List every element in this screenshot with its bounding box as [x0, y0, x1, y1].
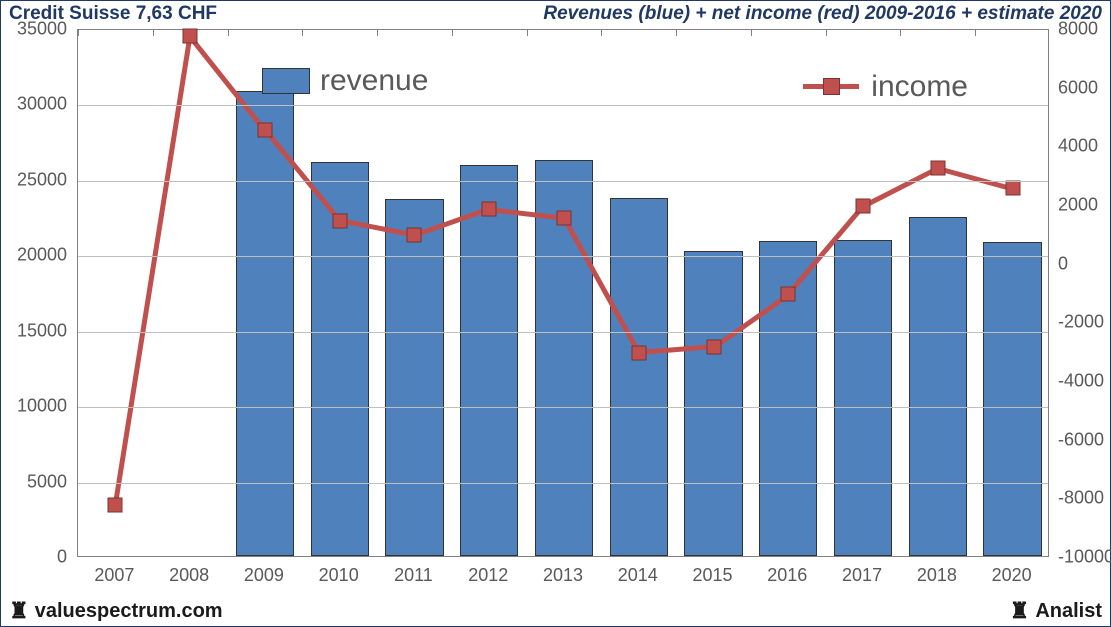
ytick-left: 15000	[17, 320, 67, 341]
legend-income-icon	[803, 79, 859, 95]
xtick-mark	[975, 30, 976, 36]
xtick-mark	[751, 30, 752, 36]
ytick-left: 30000	[17, 94, 67, 115]
gridline	[78, 181, 1048, 182]
ytick-right: 4000	[1058, 136, 1098, 157]
legend-revenue: revenue	[262, 64, 428, 98]
ytick-right: -2000	[1058, 312, 1104, 333]
income-line-segment	[787, 205, 865, 296]
income-line-segment	[639, 345, 714, 355]
ytick-right: -10000	[1058, 547, 1111, 568]
xtick: 2017	[842, 565, 882, 586]
ytick-right: -6000	[1058, 429, 1104, 450]
xtick-mark	[228, 30, 229, 36]
footer-right: ♜ Analist	[1010, 600, 1102, 623]
income-marker	[183, 28, 198, 43]
xtick-mark	[78, 30, 79, 36]
ytick-right: 8000	[1058, 19, 1098, 40]
income-line-segment	[937, 166, 1013, 191]
income-line-segment	[188, 34, 266, 131]
xtick: 2012	[468, 565, 508, 586]
income-line-segment	[712, 292, 789, 348]
xtick: 2016	[767, 565, 807, 586]
xtick: 2009	[244, 565, 284, 586]
income-line-segment	[339, 218, 415, 237]
income-marker	[1005, 181, 1020, 196]
gridline	[78, 483, 1048, 484]
ytick-right: 0	[1058, 253, 1068, 274]
chart-footer: ♜ valuespectrum.com ♜ Analist	[1, 596, 1110, 626]
ytick-right: 6000	[1058, 77, 1098, 98]
legend-income: income	[803, 70, 968, 104]
gridline	[78, 407, 1048, 408]
ytick-left: 35000	[17, 19, 67, 40]
xtick-mark	[527, 30, 528, 36]
ytick-right: -8000	[1058, 488, 1104, 509]
xtick: 2011	[394, 565, 433, 586]
plot-area: revenue income	[77, 29, 1049, 557]
income-line-segment	[562, 217, 641, 354]
ytick-right: 2000	[1058, 195, 1098, 216]
xtick-mark	[601, 30, 602, 36]
income-line-segment	[489, 207, 564, 220]
income-marker	[631, 345, 646, 360]
income-marker	[856, 199, 871, 214]
footer-left: ♜ valuespectrum.com	[9, 600, 223, 623]
income-marker	[930, 160, 945, 175]
ytick-left: 20000	[17, 245, 67, 266]
income-marker	[781, 287, 796, 302]
legend-revenue-label: revenue	[320, 64, 428, 98]
xtick: 2010	[319, 565, 359, 586]
xtick: 2020	[992, 565, 1032, 586]
xtick-mark	[377, 30, 378, 36]
gridline	[78, 105, 1048, 106]
xtick: 2008	[169, 565, 209, 586]
ytick-left: 5000	[27, 471, 67, 492]
income-marker	[482, 201, 497, 216]
xtick: 2015	[693, 565, 733, 586]
income-marker	[332, 213, 347, 228]
income-marker	[257, 122, 272, 137]
xtick-mark	[826, 30, 827, 36]
gridline	[78, 256, 1048, 257]
income-marker	[557, 210, 572, 225]
income-marker	[706, 339, 721, 354]
y-axis-right: -10000-8000-6000-4000-200002000400060008…	[1050, 29, 1110, 557]
xtick: 2013	[543, 565, 583, 586]
xtick-mark	[676, 30, 677, 36]
income-line-segment	[862, 166, 939, 208]
legend-revenue-swatch	[262, 68, 310, 94]
ytick-left: 10000	[17, 396, 67, 417]
ytick-left: 25000	[17, 169, 67, 190]
xtick: 2018	[917, 565, 957, 586]
footer-right-text: Analist	[1035, 600, 1102, 623]
income-line-segment	[263, 128, 341, 222]
xtick: 2014	[618, 565, 658, 586]
chart-header: Credit Suisse 7,63 CHF Revenues (blue) +…	[1, 1, 1110, 27]
xtick-mark	[452, 30, 453, 36]
title-right: Revenues (blue) + net income (red) 2009-…	[543, 3, 1102, 25]
legend-income-label: income	[871, 70, 968, 104]
x-axis: 2007 2008 2009 2010 2011 2012 2013 2014 2015 2016…	[77, 559, 1049, 595]
income-marker	[108, 498, 123, 513]
line-layer	[78, 30, 1048, 556]
income-marker	[407, 228, 422, 243]
ytick-right: -4000	[1058, 371, 1104, 392]
y-axis-left: 05000100001500020000250003000035000	[1, 29, 75, 557]
chart-container: Credit Suisse 7,63 CHF Revenues (blue) +…	[0, 0, 1111, 627]
rook-icon: ♜	[9, 600, 29, 622]
xtick-mark	[302, 30, 303, 36]
xtick-mark	[900, 30, 901, 36]
xtick-mark	[153, 30, 154, 36]
footer-left-text: valuespectrum.com	[35, 600, 223, 623]
rook-icon: ♜	[1010, 600, 1030, 622]
income-line-segment	[414, 207, 490, 238]
gridline	[78, 332, 1048, 333]
xtick: 2007	[94, 565, 134, 586]
ytick-left: 0	[57, 547, 67, 568]
